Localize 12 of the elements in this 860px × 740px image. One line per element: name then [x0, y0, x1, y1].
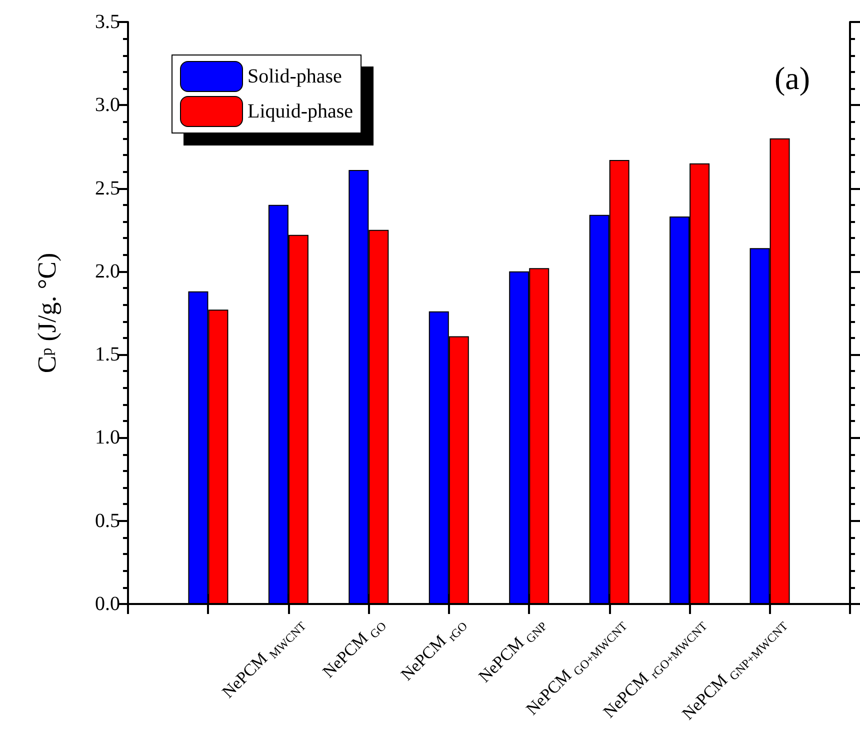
y-tick-label: 2.5 [95, 177, 120, 200]
legend-label: Liquid-phase [248, 100, 354, 122]
y-tick-label: 3.5 [95, 11, 120, 33]
y-tick-label: 1.5 [95, 344, 120, 366]
annotation: (a) [774, 60, 810, 96]
y-tick-label: 0.0 [95, 593, 120, 615]
y-tick-label: 0.5 [95, 510, 120, 532]
y-tick-label: 2.0 [95, 260, 120, 282]
y-tick-label: 1.0 [95, 426, 120, 449]
legend-label: Solid-phase [248, 66, 342, 88]
y-axis-title: Cp (J/g. °C) [32, 252, 62, 374]
y-tick-label: 3.0 [95, 94, 120, 116]
